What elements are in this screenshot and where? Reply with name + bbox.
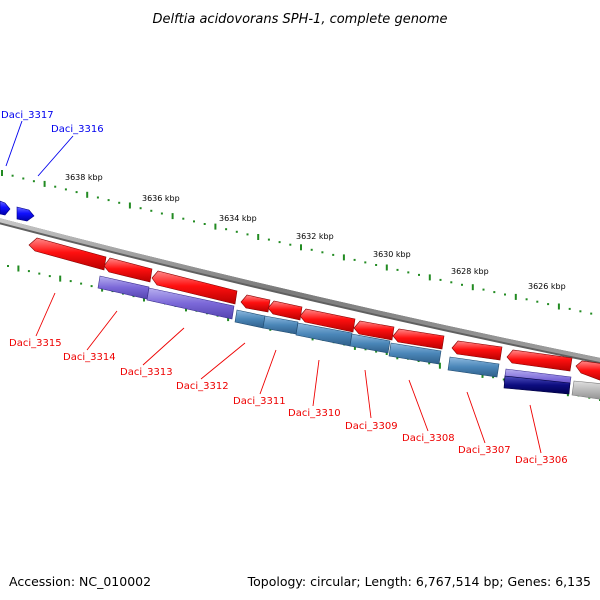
gene-label[interactable]: Daci_3306: [515, 455, 568, 466]
cds-bar-next[interactable]: [571, 380, 600, 400]
map-title: Delftia acidovorans SPH-1, complete geno…: [152, 12, 447, 27]
tick-label: 3638 kbp: [65, 173, 103, 182]
leader-line-daci-3315: [35, 292, 56, 337]
gene-arrow-daci-3316[interactable]: [16, 206, 35, 222]
leader-line-daci-3311: [259, 349, 277, 395]
tick-label: 3628 kbp: [451, 267, 489, 276]
forward-gene-labels: Daci_3317 Daci_3316: [1, 110, 104, 135]
leader-line-daci-3306: [529, 404, 542, 454]
reverse-gene-labels: Daci_3315 Daci_3314 Daci_3313 Daci_3312 …: [9, 338, 568, 466]
leader-line-daci-3314: [86, 310, 118, 351]
gene-arrow-daci-3314[interactable]: [103, 257, 153, 283]
tick-label: 3626 kbp: [528, 282, 566, 291]
outer-tick-row: [1, 170, 593, 315]
gene-arrow-daci-3309[interactable]: [353, 320, 395, 341]
gene-arrow-next[interactable]: [575, 360, 600, 382]
gene-label[interactable]: Daci_3311: [233, 396, 286, 407]
forward-genes: [0, 200, 35, 222]
gene-arrow-daci-3308[interactable]: [392, 328, 445, 350]
gene-label[interactable]: Daci_3314: [63, 352, 116, 363]
reverse-genes: [28, 237, 600, 382]
gene-arrow-daci-3315[interactable]: [28, 237, 107, 271]
gene-arrow-daci-3313[interactable]: [151, 270, 238, 305]
leader-line-daci-3313: [142, 327, 185, 366]
leader-line-daci-3309: [364, 369, 372, 419]
leader-line-daci-3307: [466, 391, 486, 444]
tick-label: 3630 kbp: [373, 250, 411, 259]
cds-bar-daci-3307[interactable]: [447, 356, 500, 378]
accession-text: Accession: NC_010002: [9, 574, 151, 589]
gene-label[interactable]: Daci_3307: [458, 445, 511, 456]
gene-label[interactable]: Daci_3310: [288, 408, 341, 419]
tick-label: 3632 kbp: [296, 232, 334, 241]
cds-bar-daci-3311[interactable]: [262, 315, 299, 335]
tick-labels: 3638 kbp 3636 kbp 3634 kbp 3632 kbp 3630…: [65, 173, 566, 291]
cds-bar-daci-3312[interactable]: [234, 309, 266, 329]
tick-label: 3636 kbp: [142, 194, 180, 203]
leader-line-daci-3316: [37, 135, 74, 177]
leader-line-daci-3312: [200, 342, 246, 380]
gene-arrow-daci-3311[interactable]: [267, 300, 303, 321]
gene-label[interactable]: Daci_3308: [402, 433, 455, 444]
gene-label[interactable]: Daci_3316: [51, 124, 104, 135]
cds-bar-daci-3313[interactable]: [146, 287, 235, 320]
leader-lines: [5, 120, 542, 454]
gene-arrow-daci-3312[interactable]: [240, 294, 271, 313]
genome-backbone: [0, 218, 600, 365]
gene-label[interactable]: Daci_3312: [176, 381, 229, 392]
gene-arrow-daci-3310[interactable]: [299, 308, 356, 333]
gene-arrow-daci-3317[interactable]: [0, 200, 11, 216]
gene-label[interactable]: Daci_3309: [345, 421, 398, 432]
gene-label[interactable]: Daci_3313: [120, 367, 173, 378]
gene-arrow-daci-3306[interactable]: [506, 349, 573, 372]
gene-arrow-daci-3307[interactable]: [451, 340, 503, 361]
leader-line-daci-3310: [312, 359, 320, 407]
tick-label: 3634 kbp: [219, 214, 257, 223]
gene-label[interactable]: Daci_3315: [9, 338, 62, 349]
topology-summary: Topology: circular; Length: 6,767,514 bp…: [247, 574, 591, 589]
cds-features: [97, 275, 600, 400]
cds-bar-daci-3309[interactable]: [349, 333, 391, 354]
leader-line-daci-3308: [408, 379, 429, 432]
gene-label[interactable]: Daci_3317: [1, 110, 54, 121]
leader-line-daci-3317: [5, 120, 23, 167]
cds-bar-daci-3306-inner[interactable]: [503, 375, 571, 395]
cds-bar-daci-3308[interactable]: [388, 342, 442, 365]
